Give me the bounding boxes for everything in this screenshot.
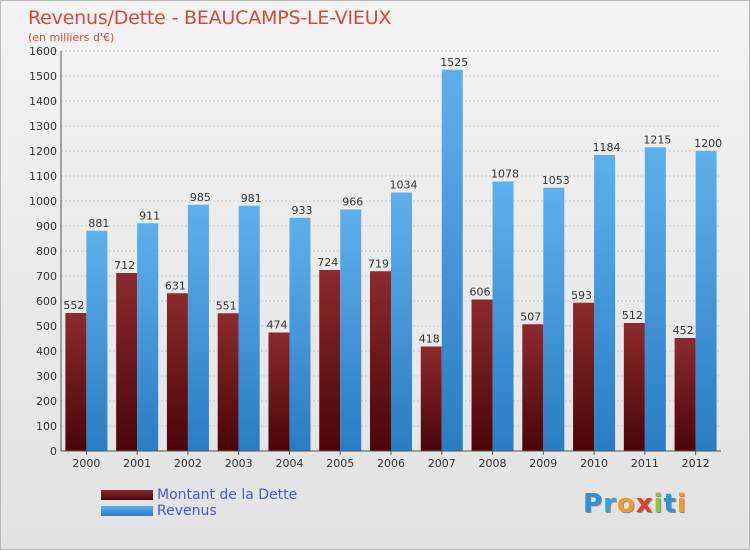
bar-revenue: [137, 223, 159, 451]
x-tick-label: 2006: [377, 457, 405, 470]
x-tick-label: 2003: [225, 457, 253, 470]
x-tick-label: 2007: [428, 457, 456, 470]
data-label-revenue: 933: [291, 204, 312, 217]
data-label-debt: 418: [419, 333, 440, 346]
x-tick-label: 2008: [479, 457, 507, 470]
y-tick-label: 100: [36, 420, 57, 433]
legend-label-debt: Montant de la Dette: [157, 487, 298, 503]
bar-revenue: [695, 151, 717, 451]
bar-debt: [370, 271, 391, 451]
y-tick-label: 600: [36, 295, 57, 308]
bar-revenue: [543, 187, 565, 451]
y-tick-label: 1300: [29, 120, 57, 133]
x-tick-label: 2011: [631, 457, 659, 470]
y-tick-label: 1500: [29, 70, 57, 83]
y-tick-label: 300: [36, 370, 57, 383]
y-tick-label: 1000: [29, 195, 57, 208]
chart-title: Revenus/Dette - BEAUCAMPS-LE-VIEUX: [28, 7, 392, 29]
chart-legend: Montant de la Dette Revenus: [101, 487, 297, 519]
bar-debt: [319, 270, 341, 451]
data-label-debt: 512: [622, 309, 643, 322]
bar-debt: [420, 346, 442, 451]
y-tick-label: 1100: [29, 170, 57, 183]
bar-debt: [116, 273, 138, 451]
data-label-debt: 452: [673, 324, 694, 337]
proxiti-logo: P r o x i t i: [583, 489, 687, 519]
legend-label-revenue: Revenus: [157, 503, 217, 519]
chart-subtitle: (en milliers d'€): [28, 31, 115, 44]
data-label-revenue: 1034: [390, 179, 418, 192]
bar-revenue: [441, 69, 463, 451]
data-label-revenue: 981: [241, 192, 262, 205]
data-label-revenue: 1525: [440, 56, 468, 69]
data-label-debt: 631: [165, 279, 186, 292]
bar-debt: [522, 324, 544, 451]
x-tick-label: 2002: [174, 457, 202, 470]
bar-revenue: [644, 147, 666, 451]
data-label-revenue: 985: [190, 191, 211, 204]
bar-debt: [166, 293, 188, 451]
bar-debt: [65, 313, 87, 451]
data-label-revenue: 1200: [694, 137, 722, 150]
data-label-debt: 551: [216, 299, 237, 312]
bar-debt: [674, 338, 696, 451]
bar-debt: [471, 299, 493, 451]
data-label-debt: 474: [266, 319, 287, 332]
data-label-revenue: 966: [342, 196, 363, 209]
data-label-debt: 606: [470, 286, 491, 299]
bar-debt: [623, 323, 645, 451]
bar-debt: [268, 332, 290, 451]
x-tick-label: 2009: [529, 457, 557, 470]
data-label-debt: 724: [317, 256, 338, 269]
bar-revenue: [492, 181, 514, 451]
data-label-revenue: 1215: [643, 133, 671, 146]
data-label-revenue: 911: [139, 209, 160, 222]
bar-revenue: [187, 204, 209, 451]
data-label-revenue: 1078: [491, 168, 519, 181]
data-label-debt: 552: [63, 299, 84, 312]
y-tick-label: 800: [36, 245, 57, 258]
x-tick-label: 2000: [72, 457, 100, 470]
bar-debt: [573, 302, 595, 451]
legend-item-debt: Montant de la Dette: [101, 487, 297, 503]
data-label-debt: 719: [368, 257, 389, 270]
legend-swatch-revenue: [101, 506, 153, 516]
y-tick-label: 1600: [29, 45, 57, 58]
bar-revenue: [391, 192, 412, 451]
y-tick-label: 0: [50, 445, 57, 458]
data-label-debt: 593: [571, 289, 592, 302]
x-tick-label: 2012: [682, 457, 710, 470]
y-tick-label: 400: [36, 345, 57, 358]
x-tick-label: 2005: [326, 457, 354, 470]
data-label-debt: 712: [114, 259, 135, 272]
data-label-debt: 507: [520, 310, 541, 323]
bar-revenue: [238, 205, 260, 451]
x-tick-label: 2010: [580, 457, 608, 470]
y-tick-label: 1200: [29, 145, 57, 158]
bar-debt: [217, 313, 239, 451]
data-label-revenue: 1184: [593, 141, 621, 154]
bar-revenue: [86, 230, 108, 451]
x-tick-label: 2001: [123, 457, 151, 470]
data-label-revenue: 1053: [542, 174, 570, 187]
legend-item-revenue: Revenus: [101, 503, 297, 519]
y-tick-label: 200: [36, 395, 57, 408]
data-label-revenue: 881: [88, 217, 109, 230]
y-tick-label: 500: [36, 320, 57, 333]
x-tick-label: 2004: [275, 457, 303, 470]
bar-revenue: [594, 155, 616, 451]
bar-revenue: [340, 209, 362, 451]
legend-swatch-debt: [101, 490, 153, 500]
y-tick-label: 1400: [29, 95, 57, 108]
bar-revenue: [289, 217, 311, 451]
y-tick-label: 900: [36, 220, 57, 233]
y-tick-label: 700: [36, 270, 57, 283]
